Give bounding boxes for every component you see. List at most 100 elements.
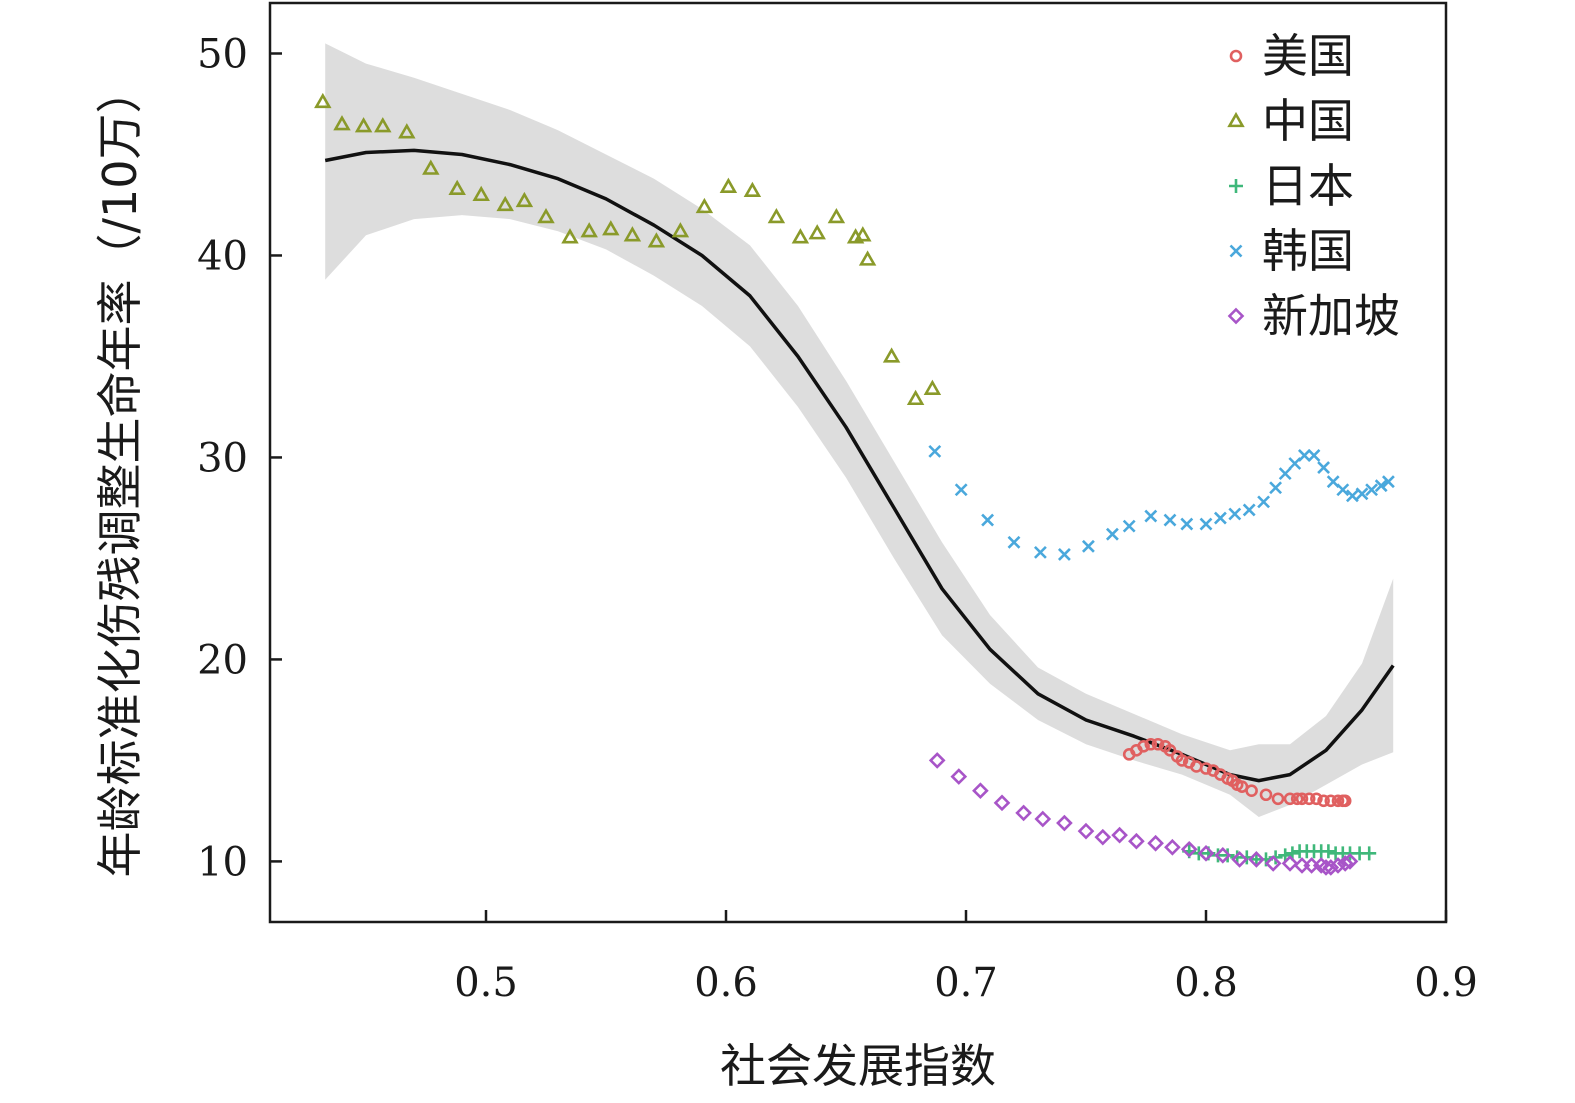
legend-item: 新加坡: [1227, 289, 1400, 343]
data-point: [1278, 467, 1292, 481]
data-point: [1257, 495, 1271, 509]
data-point: [496, 195, 514, 212]
data-point: [1312, 857, 1330, 874]
legend-label: 中国: [1262, 94, 1354, 148]
legend-label: 韩国: [1262, 224, 1354, 278]
data-point: [1321, 844, 1336, 859]
data-point: [695, 197, 714, 214]
data-point: [1242, 503, 1256, 517]
data-point: [1144, 737, 1158, 751]
series-1: [1122, 737, 1352, 808]
y-tick-label: 30: [197, 435, 248, 481]
data-point: [422, 159, 440, 175]
legend-marker: [1229, 244, 1243, 258]
data-point: [827, 207, 846, 224]
x-axis-title: 社会发展指数: [720, 1039, 996, 1093]
data-point: [1283, 792, 1297, 806]
fit-line: [324, 148, 1395, 783]
data-point: [1180, 840, 1198, 858]
y-tick-label: 10: [197, 839, 248, 885]
data-point: [623, 226, 642, 242]
data-point: [993, 794, 1011, 812]
data-point: [1175, 754, 1189, 767]
data-point: [1163, 744, 1177, 757]
data-point: [1307, 449, 1321, 462]
data-point: [1331, 794, 1345, 808]
data-point: [1310, 792, 1323, 806]
x-tick-label: 0.5: [454, 960, 518, 1006]
legend-label: 美国: [1262, 29, 1354, 83]
x-tick-label: 0.7: [934, 960, 998, 1006]
data-point: [1214, 847, 1232, 864]
legend-item: 中国: [1227, 94, 1354, 148]
data-point: [1122, 519, 1136, 533]
data-point: [1077, 822, 1095, 840]
y-tick-label: 40: [197, 233, 248, 279]
data-point: [1317, 794, 1330, 808]
data-point: [1081, 539, 1095, 553]
series-4: [928, 444, 1395, 561]
data-point: [1336, 483, 1350, 497]
data-point: [1033, 545, 1047, 559]
data-point: [580, 222, 598, 238]
data-point: [1324, 794, 1338, 808]
data-point: [1374, 479, 1388, 493]
data-point: [1111, 826, 1128, 844]
legend-marker: [1229, 49, 1243, 63]
legend-label: 新加坡: [1262, 289, 1400, 343]
data-point: [314, 92, 332, 109]
legend-label: 日本: [1262, 159, 1354, 213]
data-point: [954, 483, 968, 497]
data-point: [1248, 851, 1265, 868]
data-point: [561, 228, 579, 244]
legend-item: 日本: [1229, 159, 1354, 213]
data-point: [1336, 855, 1354, 872]
fit-line-layer: [324, 148, 1395, 783]
series-2: [314, 92, 942, 406]
data-point: [1271, 792, 1285, 806]
data-point: [1345, 489, 1359, 503]
data-point: [719, 177, 738, 193]
data-point: [647, 232, 666, 248]
data-point: [1128, 832, 1145, 850]
data-point: [1057, 547, 1071, 561]
plot-frame: [268, 1, 1448, 924]
y-axis-title: 年龄标准化伤残调整生命年率（/10万）: [93, 67, 147, 877]
data-point: [950, 768, 968, 785]
data-point: [1094, 828, 1112, 846]
data-point: [791, 228, 810, 244]
data-point: [1338, 794, 1352, 808]
data-point: [1268, 850, 1283, 865]
y-axis-ticks: 10 20 30 40 50: [197, 31, 282, 885]
data-point: [1163, 513, 1177, 527]
data-point: [972, 782, 989, 800]
data-point: [1231, 851, 1248, 868]
data-point: [1180, 517, 1194, 531]
data-point: [398, 123, 416, 139]
data-point: [1259, 788, 1273, 802]
x-tick-label: 0.8: [1174, 960, 1238, 1006]
data-point: [923, 379, 942, 395]
data-point: [1199, 517, 1213, 531]
legend-marker: [1229, 179, 1243, 193]
data-point: [602, 220, 620, 236]
y-tick-label: 20: [197, 637, 248, 683]
data-point: [1015, 804, 1032, 822]
data-point: [1322, 859, 1340, 876]
data-point: [1213, 511, 1227, 525]
data-point: [906, 389, 925, 406]
data-point: [1290, 792, 1304, 806]
data-point: [928, 444, 942, 458]
data-point: [1362, 846, 1377, 861]
data-point: [1197, 844, 1215, 862]
data-point: [1317, 461, 1331, 474]
data-point: [858, 250, 877, 266]
legend-marker: [1227, 111, 1245, 128]
legend-marker: [1227, 307, 1245, 325]
data-point: [1199, 762, 1213, 775]
data-point: [1269, 481, 1283, 495]
data-point: [1381, 475, 1395, 489]
